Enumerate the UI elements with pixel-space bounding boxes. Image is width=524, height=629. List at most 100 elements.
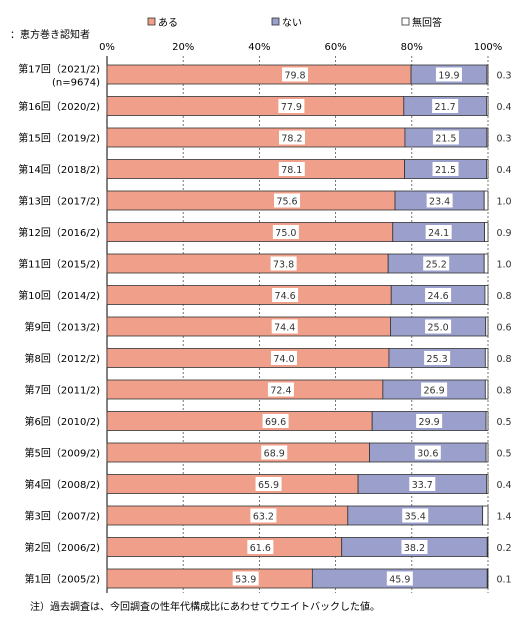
data-label-nai: 25.3 <box>427 354 448 365</box>
bar-segment-aru <box>106 442 370 463</box>
category-label: 第2回（2006/2) <box>25 541 101 554</box>
bar-segment-mukaitou <box>486 96 489 116</box>
data-label-aru-bg <box>278 162 305 176</box>
category-sublabel: (n=9674) <box>52 78 100 89</box>
data-label-nai: 30.6 <box>417 449 438 460</box>
data-label-aru: 75.0 <box>275 228 296 239</box>
data-label-nai: 21.5 <box>435 134 456 145</box>
category-label: 第3回（2007/2) <box>25 510 101 523</box>
category-label: 第5回（2009/2) <box>25 447 101 460</box>
data-label-nai-bg <box>401 540 428 554</box>
bar-segment-mukaitou <box>485 316 489 337</box>
legend: ある ない 無回答 <box>147 16 442 29</box>
data-label-aru-bg <box>270 351 297 365</box>
x-tick-label: 40% <box>248 42 270 53</box>
data-label-aru: 68.9 <box>264 449 285 460</box>
data-label-aru: 78.1 <box>281 165 302 176</box>
data-label-aru: 69.6 <box>265 417 286 428</box>
data-label-aru-bg <box>271 319 298 334</box>
data-label-nai-bg <box>432 99 459 113</box>
bar-segment-aru <box>106 253 389 274</box>
data-label-nai-bg <box>425 225 452 239</box>
data-label-nai: 19.9 <box>438 71 459 82</box>
data-label-nai-bg <box>421 382 448 397</box>
data-label-nai-bg <box>435 67 462 82</box>
data-label-mukaitou: 0.5 <box>496 449 511 460</box>
data-label-mukaitou: 0.8 <box>496 386 511 397</box>
data-label-mukaitou: 0.2 <box>496 543 511 554</box>
legend-label-2: 無回答 <box>412 16 442 29</box>
data-label-mukaitou: 0.3 <box>496 134 511 145</box>
data-label-nai-bg <box>432 130 459 145</box>
legend-swatch-1 <box>271 17 280 26</box>
x-tick-label: 60% <box>324 42 346 53</box>
data-label-nai-bg <box>414 445 441 460</box>
data-label-mukaitou: 0.4 <box>496 165 511 176</box>
respondent-note: ：恵方巻き認知者 <box>10 28 90 41</box>
data-label-aru: 74.4 <box>274 323 295 334</box>
bar-segment-aru <box>106 127 406 148</box>
data-label-aru: 79.8 <box>284 71 305 82</box>
data-label-aru-bg <box>232 571 259 586</box>
category-label: 第11回（2015/2) <box>18 258 100 271</box>
data-label-nai-bg <box>432 162 459 176</box>
data-label-mukaitou: 0.6 <box>496 323 511 334</box>
category-label: 第16回（2020/2) <box>18 100 100 113</box>
data-label-aru: 75.6 <box>276 197 297 208</box>
bar-segment-aru <box>106 505 349 526</box>
bar-segment-aru <box>106 568 313 589</box>
data-label-aru: 77.9 <box>281 102 302 113</box>
bar-segment-mukaitou <box>486 537 489 557</box>
legend-label-0: ある <box>158 17 178 29</box>
bar-segment-aru <box>106 285 392 305</box>
x-tick-label: 0% <box>99 42 115 53</box>
data-label-nai: 33.7 <box>412 480 433 491</box>
category-label: 第12回（2016/2) <box>18 226 100 239</box>
bar-segment-mukaitou <box>485 442 489 463</box>
data-label-mukaitou: 0.5 <box>496 417 511 428</box>
data-label-nai: 21.7 <box>435 102 456 113</box>
bar-segment-aru <box>106 190 396 211</box>
category-label: 第8回（2012/2) <box>25 352 101 365</box>
bar-segment-mukaitou <box>484 285 489 305</box>
data-label-aru: 73.8 <box>273 260 294 271</box>
x-tick-label: 100% <box>474 42 503 53</box>
data-label-nai: 29.9 <box>419 417 440 428</box>
category-label: 第10回（2014/2) <box>18 289 100 302</box>
data-label-aru: 65.9 <box>258 480 279 491</box>
bar-segment-mukaitou <box>486 568 489 589</box>
data-label-nai: 35.4 <box>405 512 426 523</box>
data-label-aru: 74.0 <box>273 354 294 365</box>
data-label-mukaitou: 0.8 <box>496 354 511 365</box>
data-label-mukaitou: 0.4 <box>496 480 511 491</box>
data-label-aru: 74.6 <box>275 291 296 302</box>
data-label-nai-bg <box>409 477 436 491</box>
data-label-aru-bg <box>278 130 305 145</box>
bar-segment-mukaitou <box>484 379 489 400</box>
data-label-aru-bg <box>272 288 299 302</box>
data-label-nai-bg <box>425 319 452 334</box>
data-label-aru: 53.9 <box>235 575 256 586</box>
footnote: 注）過去調査は、今回調査の性年代構成比にあわせてウエイトバックした値。 <box>30 600 380 613</box>
bar-segment-mukaitou <box>483 190 489 211</box>
bar-segment-aru <box>106 64 412 85</box>
data-label-aru: 63.2 <box>253 512 274 523</box>
bar-segment-mukaitou <box>483 253 489 274</box>
data-label-nai: 26.9 <box>424 386 445 397</box>
bar-segment-mukaitou <box>482 505 489 526</box>
data-label-aru: 78.2 <box>281 134 302 145</box>
bar-segment-aru <box>106 159 405 179</box>
data-label-nai-bg <box>402 508 429 523</box>
bar-segment-mukaitou <box>485 411 489 431</box>
category-label: 第9回（2013/2) <box>25 321 101 334</box>
data-label-aru: 61.6 <box>250 543 271 554</box>
data-label-mukaitou: 0.9 <box>496 228 511 239</box>
data-label-nai: 25.0 <box>428 323 449 334</box>
data-label-aru-bg <box>250 508 277 523</box>
bar-segment-mukaitou <box>484 222 489 242</box>
category-label: 第1回（2005/2) <box>25 573 101 586</box>
data-label-mukaitou: 0.1 <box>496 575 511 586</box>
data-label-aru-bg <box>270 256 297 271</box>
data-label-aru-bg <box>267 382 294 397</box>
data-label-nai: 45.9 <box>389 575 410 586</box>
